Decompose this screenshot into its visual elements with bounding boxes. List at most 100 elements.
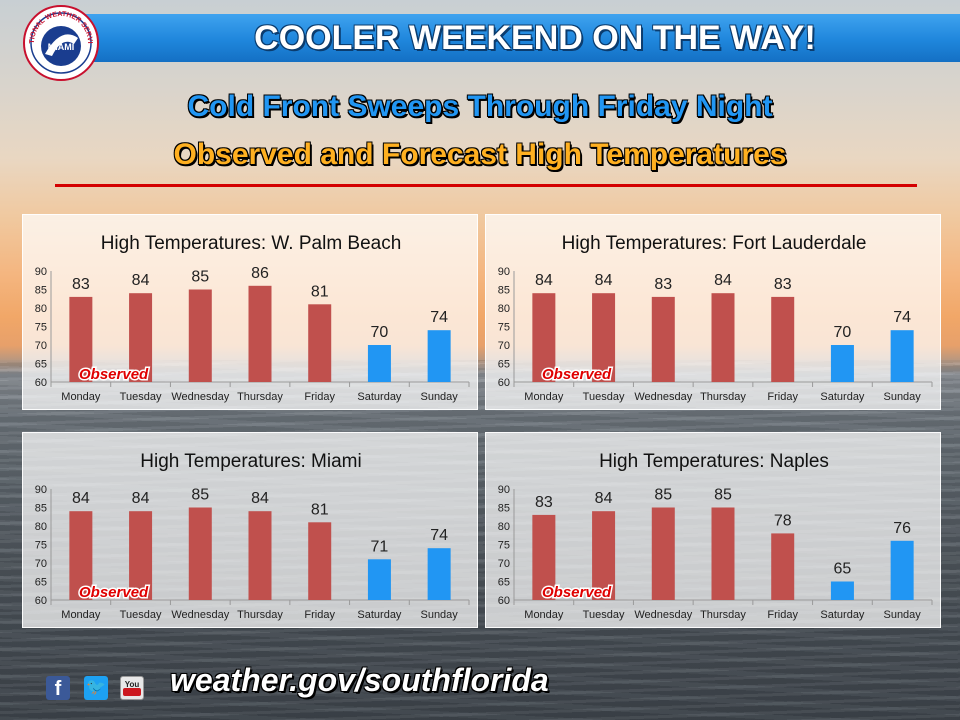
- data-label-monday: 83: [535, 494, 553, 511]
- y-tick-label: 75: [35, 540, 47, 552]
- data-label-thursday: 84: [714, 272, 732, 289]
- data-label-friday: 78: [774, 512, 792, 529]
- chart-title: High Temperatures: Naples: [599, 451, 829, 472]
- x-tick-label-tuesday: Tuesday: [583, 391, 625, 403]
- data-label-friday: 81: [311, 283, 329, 300]
- chart-panel-fort-lauderdale: High Temperatures: Fort Lauderdale 60 65 70…: [485, 214, 941, 410]
- bar-monday: [532, 293, 556, 382]
- y-tick-label: 90: [35, 266, 47, 278]
- x-tick-label-tuesday: Tuesday: [120, 391, 162, 403]
- data-label-monday: 84: [535, 272, 553, 289]
- x-tick-label-sunday: Sunday: [420, 609, 458, 621]
- y-tick-label: 70: [498, 558, 510, 570]
- bar-sunday: [890, 540, 914, 600]
- bar-saturday: [830, 581, 854, 600]
- observed-annotation: Observed: [542, 584, 612, 601]
- x-tick-label-monday: Monday: [61, 609, 101, 621]
- bar-saturday: [830, 345, 854, 382]
- y-tick-label: 70: [498, 340, 510, 352]
- data-label-friday: 83: [774, 276, 792, 293]
- data-label-tuesday: 84: [132, 272, 150, 289]
- y-tick-label: 60: [35, 377, 47, 389]
- data-label-wednesday: 83: [654, 276, 672, 293]
- bar-tuesday: [592, 293, 616, 382]
- x-tick-label-sunday: Sunday: [883, 391, 921, 403]
- bar-wednesday: [651, 296, 675, 382]
- x-tick-label-tuesday: Tuesday: [583, 609, 625, 621]
- x-tick-label-wednesday: Wednesday: [171, 609, 229, 621]
- x-tick-label-friday: Friday: [767, 609, 798, 621]
- data-label-saturday: 70: [834, 324, 852, 341]
- y-tick-label: 70: [35, 558, 47, 570]
- youtube-bar: [123, 688, 141, 696]
- data-label-sunday: 74: [430, 527, 448, 544]
- bar-friday: [771, 296, 795, 382]
- data-label-tuesday: 84: [595, 490, 613, 507]
- facebook-icon[interactable]: f: [46, 676, 70, 700]
- data-label-wednesday: 85: [654, 487, 672, 504]
- bar-wednesday: [188, 289, 212, 382]
- y-tick-label: 65: [498, 359, 510, 371]
- data-label-saturday: 65: [834, 561, 852, 578]
- data-label-wednesday: 85: [191, 269, 209, 286]
- chart-title: High Temperatures: Fort Lauderdale: [562, 233, 867, 254]
- x-tick-label-monday: Monday: [524, 391, 564, 403]
- bar-friday: [308, 304, 332, 382]
- data-label-sunday: 76: [893, 520, 911, 537]
- bar-wednesday: [188, 507, 212, 600]
- bar-tuesday: [129, 511, 153, 600]
- x-tick-label-monday: Monday: [524, 609, 564, 621]
- data-label-sunday: 74: [430, 309, 448, 326]
- x-tick-label-thursday: Thursday: [237, 609, 283, 621]
- y-tick-label: 65: [35, 359, 47, 371]
- x-tick-label-saturday: Saturday: [820, 391, 865, 403]
- data-label-thursday: 84: [251, 490, 269, 507]
- youtube-label: You: [124, 680, 140, 689]
- x-tick-label-thursday: Thursday: [700, 391, 746, 403]
- x-tick-label-wednesday: Wednesday: [634, 391, 692, 403]
- y-tick-label: 80: [35, 521, 47, 533]
- y-tick-label: 85: [35, 285, 47, 297]
- divider-line: [55, 184, 917, 187]
- bar-wednesday: [651, 507, 675, 600]
- bar-thursday: [248, 285, 272, 382]
- y-tick-label: 80: [35, 303, 47, 315]
- bar-monday: [69, 511, 93, 600]
- page-title: COOLER WEEKEND ON THE WAY!: [254, 19, 816, 57]
- data-label-sunday: 74: [893, 309, 911, 326]
- data-label-tuesday: 84: [132, 490, 150, 507]
- footer-url[interactable]: weather.gov/southflorida: [170, 662, 549, 698]
- nws-logo: NATIONAL WEATHER SERVICE MIAMI: [22, 4, 99, 81]
- x-tick-label-wednesday: Wednesday: [634, 609, 692, 621]
- bar-chart-naples: High Temperatures: Naples 60 65 70 75 80 85 90 8…: [498, 451, 933, 621]
- data-label-saturday: 70: [371, 324, 389, 341]
- bar-sunday: [890, 330, 914, 382]
- chart-panel-west-palm-beach: High Temperatures: W. Palm Beach 60 65 70 75…: [22, 214, 478, 410]
- chart-title: High Temperatures: Miami: [140, 451, 361, 472]
- x-tick-label-saturday: Saturday: [357, 391, 402, 403]
- y-tick-label: 60: [498, 595, 510, 607]
- y-tick-label: 75: [498, 540, 510, 552]
- youtube-icon[interactable]: You: [120, 676, 144, 700]
- data-label-friday: 81: [311, 501, 329, 518]
- y-tick-label: 60: [498, 377, 510, 389]
- y-tick-label: 80: [498, 303, 510, 315]
- observed-annotation: Observed: [79, 584, 149, 601]
- logo-center-text: MIAMI: [48, 42, 75, 52]
- x-tick-label-saturday: Saturday: [820, 609, 865, 621]
- twitter-icon[interactable]: 🐦: [84, 676, 108, 700]
- subtitle-temperatures: Observed and Forecast High Temperatures: [173, 138, 787, 171]
- y-tick-label: 90: [35, 484, 47, 496]
- y-tick-label: 75: [35, 322, 47, 334]
- bar-tuesday: [129, 293, 153, 382]
- observed-annotation: Observed: [79, 366, 149, 383]
- data-label-thursday: 86: [251, 265, 269, 282]
- y-tick-label: 60: [35, 595, 47, 607]
- x-tick-label-friday: Friday: [304, 609, 335, 621]
- bar-saturday: [367, 559, 391, 600]
- data-label-wednesday: 85: [191, 487, 209, 504]
- y-tick-label: 90: [498, 266, 510, 278]
- chart-title: High Temperatures: W. Palm Beach: [101, 233, 402, 254]
- x-tick-label-friday: Friday: [304, 391, 335, 403]
- bar-chart-west-palm-beach: High Temperatures: W. Palm Beach 60 65 70 75…: [35, 233, 470, 403]
